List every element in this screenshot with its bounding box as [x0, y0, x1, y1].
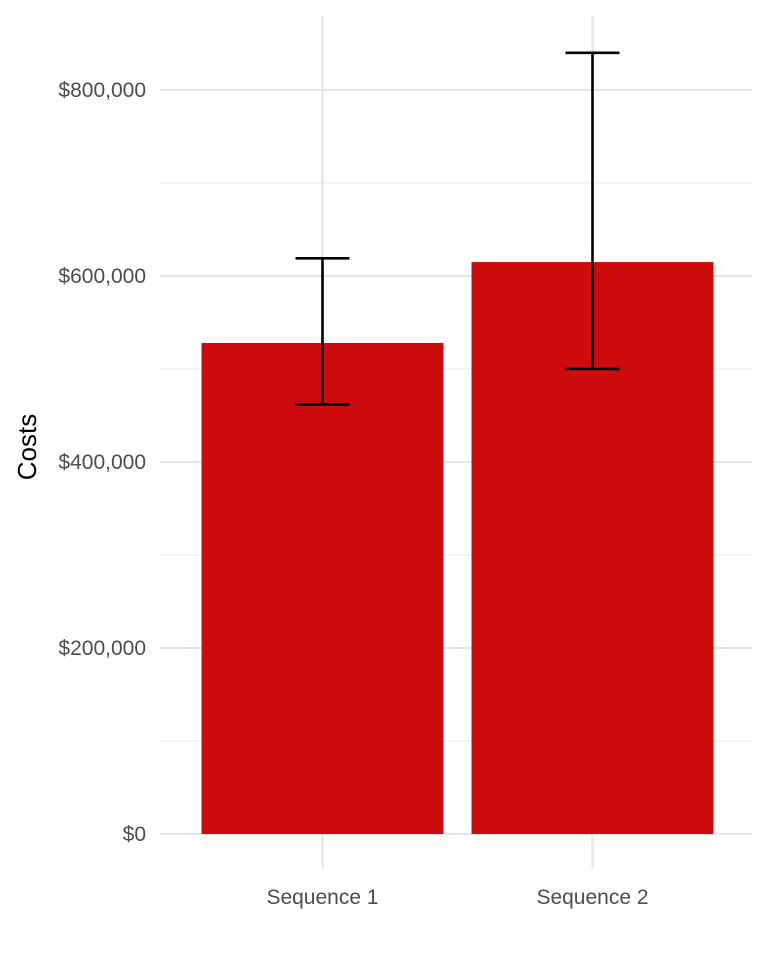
- x-axis-tick-labels: Sequence 1 Sequence 2: [266, 886, 648, 909]
- y-axis-tick-labels: $0 $200,000 $400,000 $600,000 $800,000: [58, 79, 146, 846]
- y-tick-label: $400,000: [58, 451, 146, 474]
- bar: [201, 342, 444, 834]
- error-bars: [295, 51, 620, 406]
- y-tick-label: $200,000: [58, 637, 146, 660]
- y-tick-label: $800,000: [58, 79, 146, 102]
- x-tick-label: Sequence 1: [266, 886, 378, 909]
- error-bar: [295, 257, 350, 406]
- bars: [201, 262, 714, 834]
- y-axis-title: Costs: [12, 414, 42, 480]
- y-tick-label: $0: [123, 823, 146, 846]
- y-tick-label: $600,000: [58, 265, 146, 288]
- x-tick-label: Sequence 2: [536, 886, 648, 909]
- error-bar: [565, 51, 620, 371]
